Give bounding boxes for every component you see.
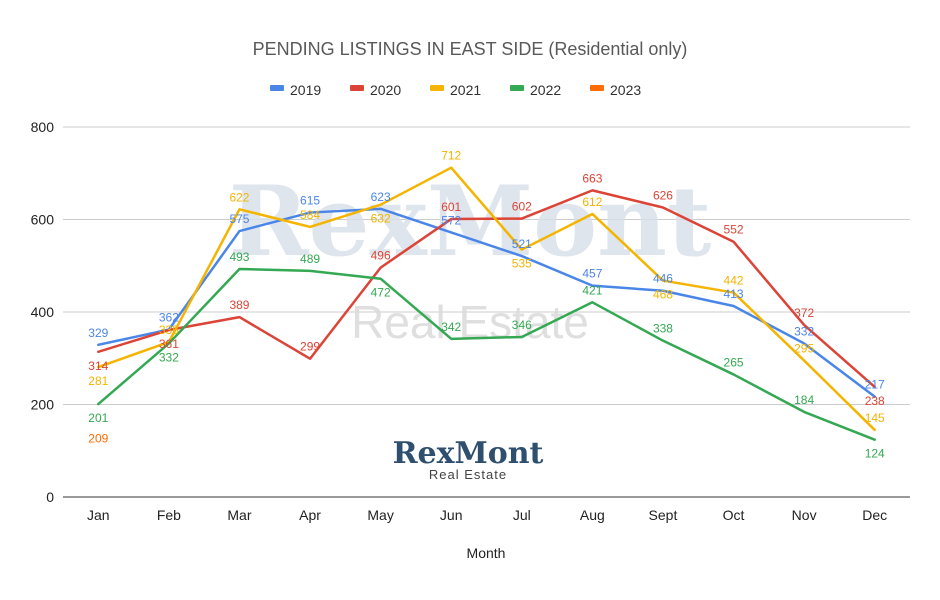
y-tick-label: 0 [46, 489, 54, 505]
data-label: 329 [88, 326, 108, 340]
data-label: 572 [441, 213, 461, 227]
legend-label: 2023 [610, 82, 641, 98]
data-label: 372 [794, 306, 814, 320]
x-axis-title: Month [467, 545, 506, 561]
data-label: 209 [88, 431, 108, 445]
data-label: 622 [229, 190, 249, 204]
data-label: 552 [724, 223, 744, 237]
watermark-brand: RexMont [229, 165, 712, 278]
data-label: 184 [794, 393, 814, 407]
data-label: 124 [865, 447, 885, 461]
data-label: 612 [582, 195, 602, 209]
gridlines [63, 126, 910, 498]
data-label: 346 [512, 318, 532, 332]
logo-subtitle: Real Estate [429, 467, 507, 482]
x-tick-label: May [367, 507, 393, 523]
y-tick-label: 400 [31, 304, 55, 320]
data-label: 413 [724, 287, 744, 301]
data-label: 535 [512, 257, 532, 271]
data-label: 442 [724, 274, 744, 288]
legend-label: 2021 [450, 82, 481, 98]
y-axis-ticks: 0 200 400 600 800 [31, 119, 55, 505]
data-label: 489 [300, 252, 320, 266]
data-label: 601 [441, 200, 461, 214]
data-label: 623 [371, 190, 391, 204]
data-label: 281 [88, 374, 108, 388]
legend: 2019 2020 2021 2022 2023 [270, 82, 641, 98]
data-label: 342 [441, 320, 461, 334]
x-tick-label: Feb [157, 507, 181, 523]
logo-brand: RexMont [393, 436, 544, 471]
legend-swatch [350, 85, 364, 91]
legend-swatch [590, 85, 604, 91]
y-tick-label: 800 [31, 119, 55, 135]
legend-swatch [270, 85, 284, 91]
data-label: 493 [229, 250, 249, 264]
data-label: 457 [582, 267, 602, 281]
data-label: 332 [159, 350, 179, 364]
data-label: 314 [88, 359, 108, 373]
x-tick-label: Apr [299, 507, 321, 523]
series-line [97, 267, 876, 441]
data-label: 446 [653, 272, 673, 286]
y-tick-label: 600 [31, 212, 55, 228]
data-label: 265 [724, 355, 744, 369]
x-tick-label: Aug [580, 507, 605, 523]
data-label: 335 [159, 323, 179, 337]
data-label: 626 [653, 188, 673, 202]
data-label: 332 [794, 324, 814, 338]
series-line [97, 166, 876, 432]
data-label: 575 [229, 212, 249, 226]
data-labels: 329 362 575 615 623 572 521 457 446 413 332 217 314 3… [88, 149, 885, 461]
data-label: 615 [300, 194, 320, 208]
data-label: 663 [582, 171, 602, 185]
data-label: 145 [865, 411, 885, 425]
x-tick-label: Dec [862, 507, 887, 523]
data-label: 201 [88, 411, 108, 425]
x-axis-ticks: Jan Feb Mar Apr May Jun Jul Aug Sept Oct Nov Dec [87, 507, 887, 523]
legend-swatch [430, 85, 444, 91]
series-line [97, 189, 876, 389]
data-label: 496 [371, 249, 391, 263]
legend-label: 2019 [290, 82, 321, 98]
data-label: 217 [865, 378, 885, 392]
chart-title: PENDING LISTINGS IN EAST SIDE (Residenti… [253, 39, 688, 59]
data-label: 602 [512, 200, 532, 214]
legend-label: 2020 [370, 82, 401, 98]
data-label: 299 [300, 340, 320, 354]
data-label: 584 [300, 208, 320, 222]
y-tick-label: 200 [31, 397, 55, 413]
data-label: 632 [371, 212, 391, 226]
series-line [97, 207, 876, 398]
x-tick-label: Mar [227, 507, 251, 523]
data-label: 338 [653, 322, 673, 336]
x-tick-label: Jun [440, 507, 463, 523]
legend-swatch [510, 85, 524, 91]
data-label: 468 [653, 288, 673, 302]
legend-label: 2022 [530, 82, 561, 98]
data-label: 389 [229, 298, 249, 312]
x-tick-label: Jul [513, 507, 531, 523]
x-tick-label: Sept [649, 507, 678, 523]
data-label: 361 [159, 337, 179, 351]
data-label: 521 [512, 237, 532, 251]
data-label: 362 [159, 311, 179, 325]
x-tick-label: Nov [792, 507, 817, 523]
data-label: 295 [794, 342, 814, 356]
series-lines [97, 166, 876, 441]
data-label: 238 [865, 394, 885, 408]
data-label: 712 [441, 149, 461, 163]
data-label: 421 [582, 283, 602, 297]
logo: RexMont Real Estate [393, 436, 544, 482]
data-label: 472 [371, 286, 391, 300]
x-tick-label: Jan [87, 507, 110, 523]
x-tick-label: Oct [723, 507, 745, 523]
